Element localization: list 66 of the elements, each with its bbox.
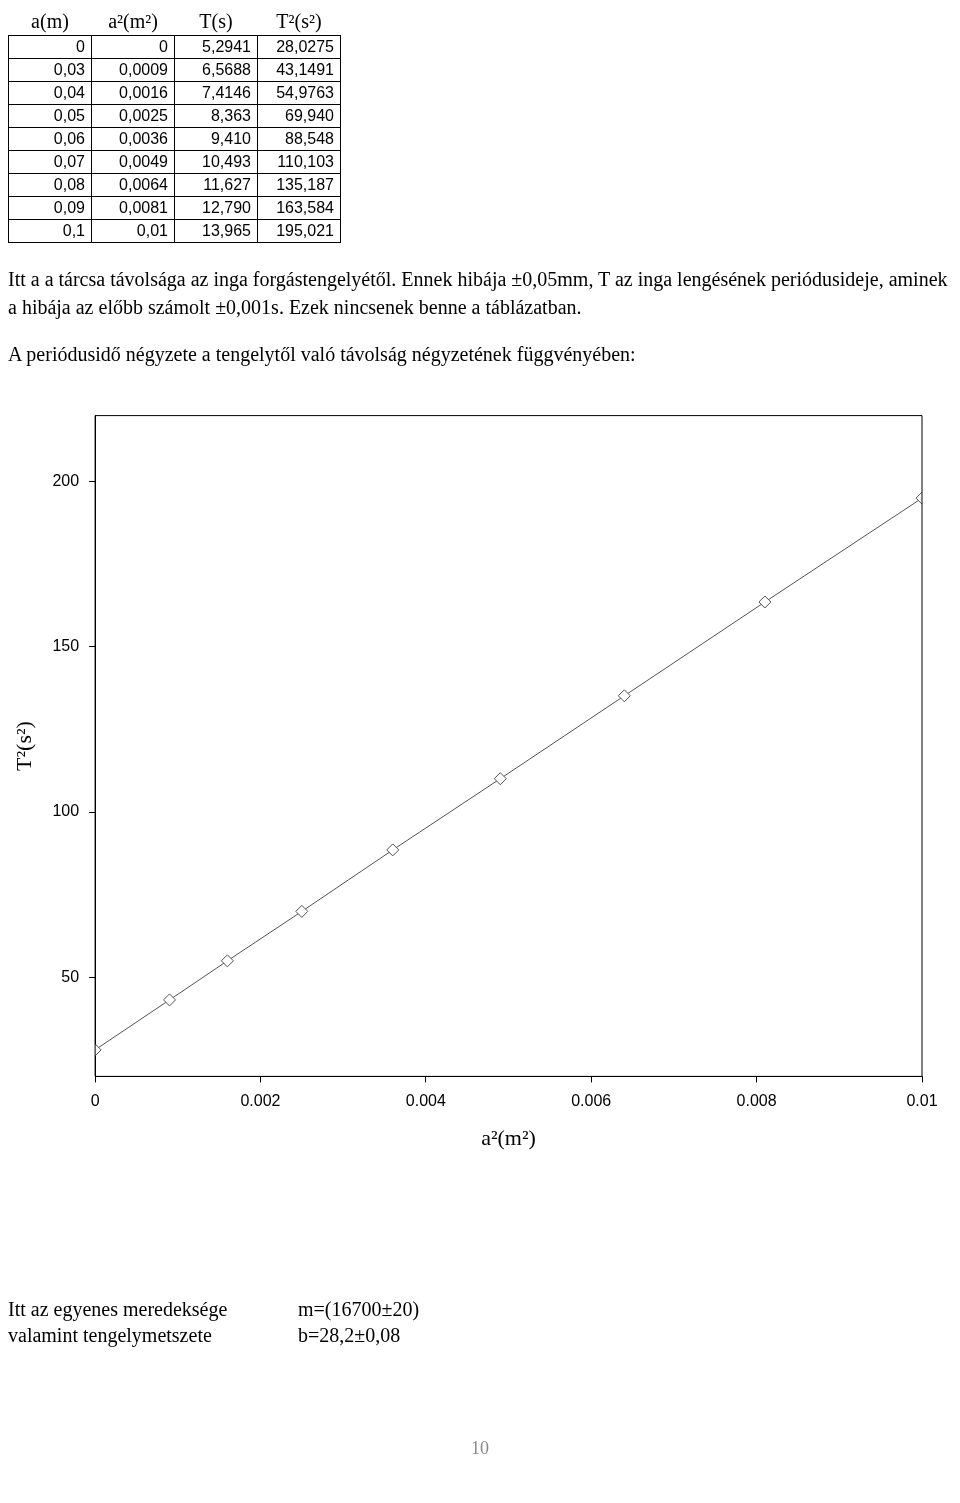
text: a(m) (30, 9, 70, 35)
text: 88,548 (257, 127, 341, 151)
x-tick-label: 0.002 (240, 1092, 281, 1110)
text: 0,05 (8, 104, 92, 128)
text: 195,021 (257, 219, 341, 243)
text: 0,03 (8, 58, 92, 82)
text: 54,9763 (257, 81, 341, 105)
point (295, 904, 309, 918)
text: 0,09 (8, 196, 92, 220)
point (493, 772, 507, 786)
text: 9,410 (174, 127, 258, 151)
x-axis-title: a²(m²) (481, 1124, 536, 1150)
y-tick-label: 150 (52, 637, 80, 655)
x-tick-label: 0.01 (906, 1092, 938, 1110)
text: 5,2941 (174, 35, 258, 59)
y-tick-label: 200 (52, 472, 80, 490)
point (758, 595, 772, 609)
y-tick-label: 100 (52, 802, 80, 820)
x-tick-label: 0 (90, 1092, 100, 1110)
text: 43,1491 (257, 58, 341, 82)
text: 28,0275 (257, 35, 341, 59)
y-axis-title: T²(s²) (10, 721, 36, 771)
text: m=(16700±20) (298, 1297, 421, 1322)
point (617, 689, 631, 703)
text: a²(m²) (107, 9, 159, 35)
text: 0,01 (91, 219, 175, 243)
text: 0,08 (8, 173, 92, 197)
text: 163,584 (257, 196, 341, 220)
text: 0 (91, 35, 175, 59)
text: 110,103 (257, 150, 341, 174)
text: 0,06 (8, 127, 92, 151)
text: Itt az egyenes meredeksége (8, 1297, 229, 1322)
text: 0,04 (8, 81, 92, 105)
text: b=28,2±0,08 (298, 1323, 402, 1348)
text: 0,0049 (91, 150, 175, 174)
text: 13,965 (174, 219, 258, 243)
text: 0,0036 (91, 127, 175, 151)
text: valamint tengelymetszete (8, 1323, 213, 1348)
point (220, 954, 234, 968)
text: 0,0016 (91, 81, 175, 105)
text: 69,940 (257, 104, 341, 128)
text: 0,0009 (91, 58, 175, 82)
text: 11,627 (174, 173, 258, 197)
point (386, 843, 400, 857)
text: 0 (8, 35, 92, 59)
text: T²(s²) (275, 9, 323, 35)
text: 0,0025 (91, 104, 175, 128)
text: 10,493 (174, 150, 258, 174)
chart-title: A periódusidő négyzete a tengelytől való távolság négyzetének függvényében: (8, 343, 637, 366)
point (163, 993, 177, 1007)
text: 135,187 (257, 173, 341, 197)
y-tick-label: 50 (61, 967, 80, 985)
text: 0,1 (8, 219, 92, 243)
x-tick-label: 0.006 (571, 1092, 612, 1110)
text: T(s) (198, 9, 234, 35)
text: 6,5688 (174, 58, 258, 82)
text: Itt a a tárcsa távolsága az inga forgástengelyétől. Ennek hibája ±0,05mm, T az inga lengésének periódusideje, aminek a hibája az előbb számolt ±0,001s. Ezek nincsenek benne a táblázatban. (8, 267, 949, 321)
text: 8,363 (174, 104, 258, 128)
text: 0,0081 (91, 196, 175, 220)
x-tick-label: 0.008 (736, 1092, 777, 1110)
text: 12,790 (174, 196, 258, 220)
text: 10 (470, 1438, 490, 1459)
x-tick-label: 0.004 (405, 1092, 446, 1110)
text: 0,0064 (91, 173, 175, 197)
text: 0,07 (8, 150, 92, 174)
text: 7,4146 (174, 81, 258, 105)
